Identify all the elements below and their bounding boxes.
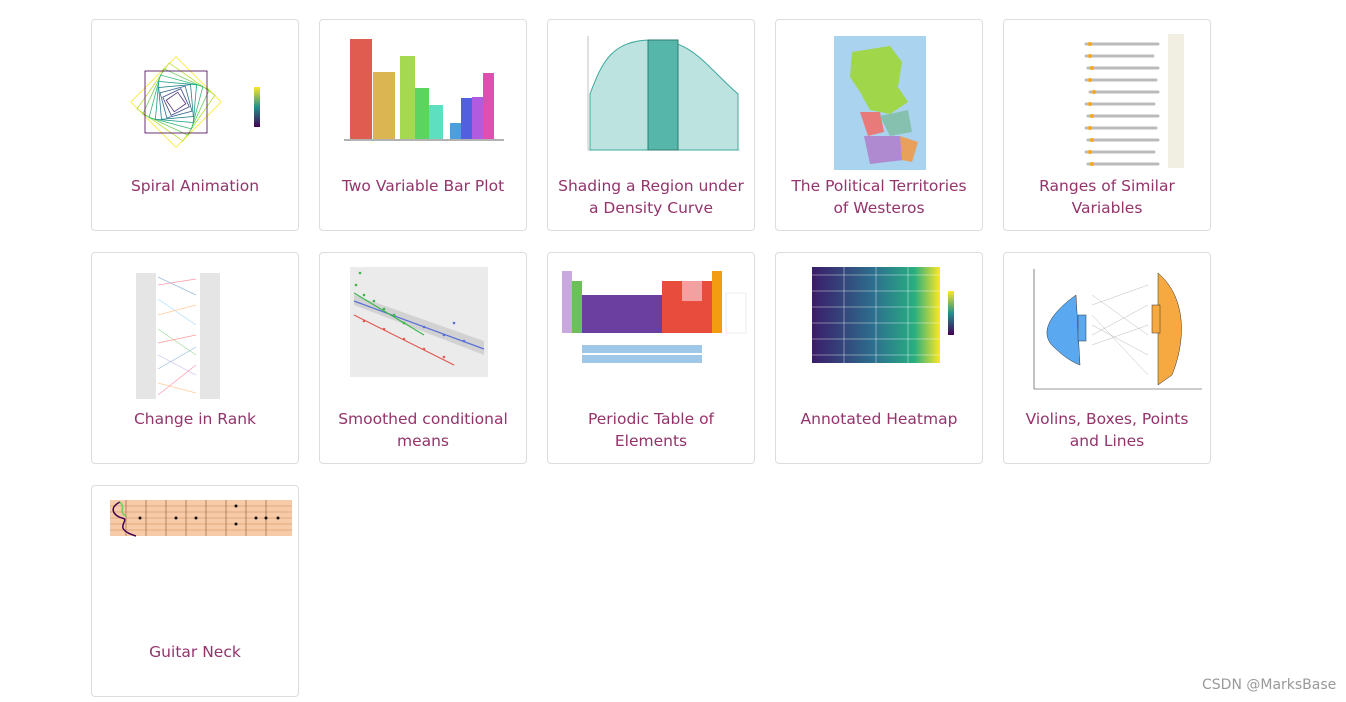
- thumbnail: [110, 500, 292, 537]
- gallery-card[interactable]: Two Variable Bar Plot: [319, 19, 527, 231]
- card-title[interactable]: Shading a Region under a Density Curve: [558, 177, 744, 217]
- card-title[interactable]: Two Variable Bar Plot: [341, 177, 505, 195]
- thumbnail: [1084, 34, 1184, 168]
- gallery-card[interactable]: Smoothed conditional means: [319, 252, 527, 464]
- spiral: [130, 56, 222, 148]
- gallery-grid: Spiral Animation Two Variable Bar Plot S…: [91, 19, 1211, 697]
- thumbnail: [130, 56, 260, 148]
- thumbnail: [834, 36, 926, 170]
- card-title[interactable]: Ranges of Similar Variables: [1039, 177, 1175, 217]
- gallery-card[interactable]: The Political Territories of Westeros: [775, 19, 983, 231]
- gallery-card[interactable]: Shading a Region under a Density Curve: [547, 19, 755, 231]
- gallery-card[interactable]: Violins, Boxes, Points and Lines: [1003, 252, 1211, 464]
- gallery-card[interactable]: Periodic Table of Elements: [547, 252, 755, 464]
- gallery-card[interactable]: Guitar Neck: [91, 485, 299, 697]
- card-title[interactable]: Guitar Neck: [149, 643, 241, 661]
- card-title[interactable]: Periodic Table of Elements: [587, 410, 715, 450]
- card-title[interactable]: Change in Rank: [133, 410, 257, 428]
- thumbnail: [562, 271, 747, 363]
- thumbnail: [812, 267, 954, 363]
- thumbnail: [350, 267, 488, 377]
- card-title[interactable]: Annotated Heatmap: [800, 410, 958, 428]
- thumbnail: [344, 39, 504, 141]
- card-title[interactable]: Smoothed conditional means: [338, 410, 508, 450]
- colorbar: [254, 87, 260, 127]
- gallery-card[interactable]: Spiral Animation: [91, 19, 299, 231]
- gallery-card[interactable]: Annotated Heatmap: [775, 252, 983, 464]
- thumbnail: [136, 273, 220, 399]
- gallery-card[interactable]: Change in Rank: [91, 252, 299, 464]
- thumbnail: [587, 36, 740, 151]
- card-title[interactable]: Spiral Animation: [130, 177, 260, 195]
- card-title[interactable]: Violins, Boxes, Points and Lines: [1025, 410, 1189, 450]
- card-title[interactable]: The Political Territories of Westeros: [791, 177, 967, 217]
- gallery-card[interactable]: Ranges of Similar Variables: [1003, 19, 1211, 231]
- watermark: CSDN @MarksBase: [1202, 677, 1337, 693]
- thumbnail: [1033, 269, 1202, 390]
